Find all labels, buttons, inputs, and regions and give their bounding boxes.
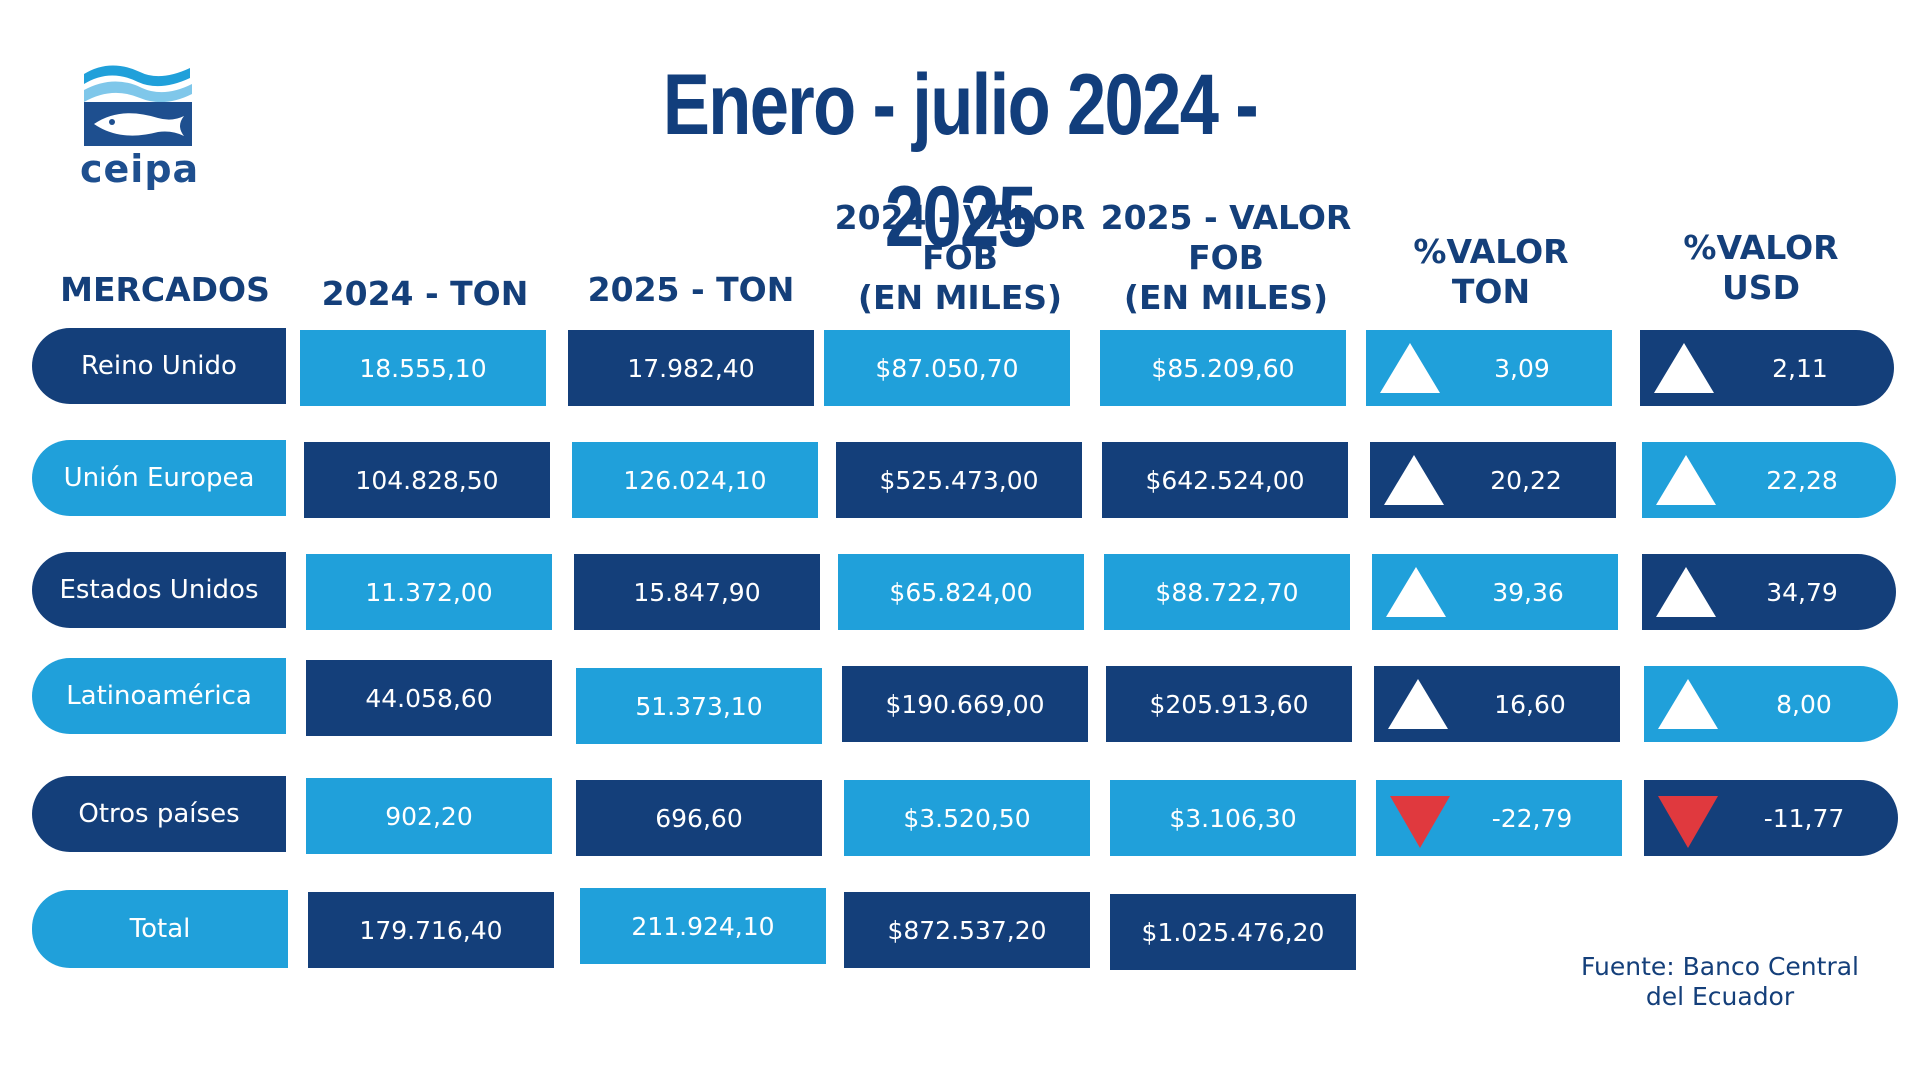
header-fob-2025: 2025 - VALOR FOB (EN MILES) xyxy=(1086,198,1366,318)
pct-usd-cell: 22,28 xyxy=(1642,442,1896,518)
fob-2025-cell: $88.722,70 xyxy=(1104,554,1350,630)
pct-ton-cell: 3,09 xyxy=(1366,330,1612,406)
ton-2024-cell: 18.555,10 xyxy=(300,330,546,406)
fob-2025-cell: $85.209,60 xyxy=(1100,330,1346,406)
fob-2024-cell: $525.473,00 xyxy=(836,442,1082,518)
pct-usd-value: -11,77 xyxy=(1763,803,1845,833)
fob-2025-cell: $642.524,00 xyxy=(1102,442,1348,518)
ton-2025-cell: 17.982,40 xyxy=(568,330,814,406)
page-title: Enero - julio 2024 - 2025 xyxy=(662,57,1259,265)
pct-ton-cell: 20,22 xyxy=(1370,442,1616,518)
header-fob-2025-line-2: FOB xyxy=(1188,238,1264,277)
pct-usd-cell: 8,00 xyxy=(1644,666,1898,742)
market-cell: Reino Unido xyxy=(32,328,286,404)
up-triangle-icon xyxy=(1658,679,1718,729)
header-fob-2024-line-1: 2024 - VALOR xyxy=(834,198,1086,237)
source-note: Fuente: Banco Central del Ecuador xyxy=(1560,952,1880,1012)
total-ton-2025: 211.924,10 xyxy=(580,888,826,964)
pct-ton-value: -22,79 xyxy=(1491,803,1573,833)
total-fob-2024: $872.537,20 xyxy=(844,892,1090,968)
fob-2024-cell: $87.050,70 xyxy=(824,330,1070,406)
market-cell: Estados Unidos xyxy=(32,552,286,628)
total-ton-2024: 179.716,40 xyxy=(308,892,554,968)
up-triangle-icon xyxy=(1654,343,1714,393)
pct-ton-value: 3,09 xyxy=(1494,353,1550,383)
market-cell: Unión Europea xyxy=(32,440,286,516)
header-pct-ton-line-2: TON xyxy=(1451,272,1531,311)
up-triangle-icon xyxy=(1380,343,1440,393)
header-fob-2025-line-3: (EN MILES) xyxy=(1123,278,1329,317)
ton-2024-cell: 11.372,00 xyxy=(306,554,552,630)
fish-waves-logo-icon xyxy=(84,65,192,146)
header-pct-usd: %VALOR USD xyxy=(1636,228,1886,308)
fob-2025-cell: $3.106,30 xyxy=(1110,780,1356,856)
pct-ton-cell: 16,60 xyxy=(1374,666,1620,742)
header-pct-ton-line-1: %VALOR xyxy=(1413,232,1569,271)
pct-usd-value: 8,00 xyxy=(1776,689,1832,719)
header-pct-ton: %VALOR TON xyxy=(1366,232,1616,312)
fob-2024-cell: $190.669,00 xyxy=(842,666,1088,742)
fob-2024-cell: $3.520,50 xyxy=(844,780,1090,856)
ton-2024-cell: 104.828,50 xyxy=(304,442,550,518)
pct-ton-cell: -22,79 xyxy=(1376,780,1622,856)
pct-usd-cell: 34,79 xyxy=(1642,554,1896,630)
header-ton-2024: 2024 - TON xyxy=(300,274,550,314)
up-triangle-icon xyxy=(1656,567,1716,617)
up-triangle-icon xyxy=(1386,567,1446,617)
ton-2025-cell: 696,60 xyxy=(576,780,822,856)
source-line-1: Fuente: Banco Central xyxy=(1581,952,1859,981)
pct-usd-value: 22,28 xyxy=(1766,465,1838,495)
source-line-2: del Ecuador xyxy=(1645,982,1795,1011)
header-pct-usd-line-1: %VALOR xyxy=(1683,228,1839,267)
logo-text: ceipa xyxy=(80,147,200,191)
up-triangle-icon xyxy=(1388,679,1448,729)
market-cell: Latinoamérica xyxy=(32,658,286,734)
header-fob-2024-line-2: FOB xyxy=(922,238,998,277)
header-fob-2024-line-3: (EN MILES) xyxy=(857,278,1063,317)
pct-ton-value: 20,22 xyxy=(1490,465,1562,495)
header-ton-2025: 2025 - TON xyxy=(566,270,816,310)
down-triangle-icon xyxy=(1390,796,1450,848)
ton-2025-cell: 51.373,10 xyxy=(576,668,822,744)
header-pct-usd-line-2: USD xyxy=(1722,268,1800,307)
fob-2024-cell: $65.824,00 xyxy=(838,554,1084,630)
total-label: Total xyxy=(32,890,288,968)
market-cell: Otros países xyxy=(32,776,286,852)
total-fob-2025: $1.025.476,20 xyxy=(1110,894,1356,970)
pct-ton-cell: 39,36 xyxy=(1372,554,1618,630)
pct-ton-value: 39,36 xyxy=(1492,577,1564,607)
down-triangle-icon xyxy=(1658,796,1718,848)
header-ton-2025-line: 2025 - TON xyxy=(587,270,795,309)
header-mercados-line: MERCADOS xyxy=(60,270,270,309)
header-ton-2024-line: 2024 - TON xyxy=(321,274,529,313)
ton-2024-cell: 902,20 xyxy=(306,778,552,854)
pct-ton-value: 16,60 xyxy=(1494,689,1566,719)
ceipa-logo: ceipa xyxy=(80,62,198,198)
ton-2025-cell: 126.024,10 xyxy=(572,442,818,518)
header-fob-2024: 2024 - VALOR FOB (EN MILES) xyxy=(820,198,1100,318)
pct-usd-cell: -11,77 xyxy=(1644,780,1898,856)
ton-2025-cell: 15.847,90 xyxy=(574,554,820,630)
header-mercados: MERCADOS xyxy=(40,270,290,310)
ton-2024-cell: 44.058,60 xyxy=(306,660,552,736)
pct-usd-value: 2,11 xyxy=(1772,353,1828,383)
fob-2025-cell: $205.913,60 xyxy=(1106,666,1352,742)
header-fob-2025-line-1: 2025 - VALOR xyxy=(1100,198,1352,237)
pct-usd-cell: 2,11 xyxy=(1640,330,1894,406)
pct-usd-value: 34,79 xyxy=(1766,577,1838,607)
up-triangle-icon xyxy=(1384,455,1444,505)
up-triangle-icon xyxy=(1656,455,1716,505)
